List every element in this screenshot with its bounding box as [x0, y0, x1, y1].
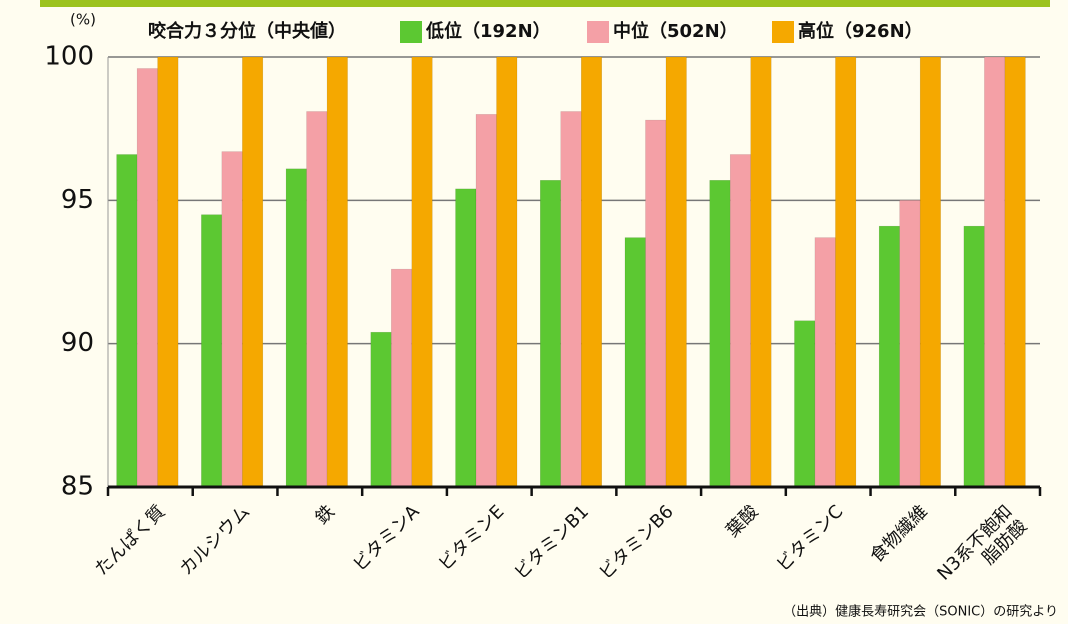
bar: [157, 56, 179, 488]
y-tick-label: 95: [61, 185, 94, 215]
bar: [455, 188, 477, 488]
y-tick-label: 85: [61, 472, 94, 502]
source-note: （出典）健康長寿研究会（SONIC）の研究より: [783, 604, 1058, 620]
bar: [814, 237, 836, 488]
bar: [496, 56, 518, 488]
legend-swatch: [400, 21, 422, 43]
y-tick-label: 100: [44, 42, 94, 72]
bar: [750, 56, 772, 488]
legend-label: 低位（192N）: [425, 20, 551, 42]
bar: [411, 56, 433, 488]
bar: [624, 237, 646, 488]
bar: [560, 111, 582, 488]
bar: [709, 180, 731, 488]
y-axis-label: (%): [70, 11, 96, 29]
bar: [581, 56, 602, 488]
y-tick-label: 90: [61, 328, 94, 358]
bar: [729, 154, 751, 488]
legend-swatch: [772, 21, 794, 43]
bar: [645, 119, 667, 488]
legend-title: 咬合力３分位（中央値）: [148, 20, 346, 42]
bar: [899, 200, 921, 488]
bar: [136, 68, 158, 488]
bar: [878, 225, 900, 488]
bar: [1004, 56, 1026, 488]
bar: [984, 56, 1006, 488]
bar: [326, 56, 348, 488]
bar: [221, 151, 243, 488]
bar: [540, 180, 561, 488]
bar: [116, 154, 138, 488]
bar: [919, 56, 941, 488]
bar: [391, 268, 413, 488]
bar: [306, 111, 328, 488]
bar: [285, 168, 307, 488]
bar: [794, 320, 816, 488]
bar: [370, 331, 392, 488]
bar: [665, 56, 687, 488]
bar: [475, 114, 497, 488]
bar: [242, 56, 264, 488]
legend-label: 中位（502N）: [613, 20, 738, 42]
bar: [201, 214, 223, 488]
legend-label: 高位（926N）: [798, 20, 923, 42]
bar: [963, 225, 985, 488]
legend-swatch: [587, 21, 609, 43]
top-band: [40, 0, 1050, 7]
bar: [835, 56, 857, 488]
